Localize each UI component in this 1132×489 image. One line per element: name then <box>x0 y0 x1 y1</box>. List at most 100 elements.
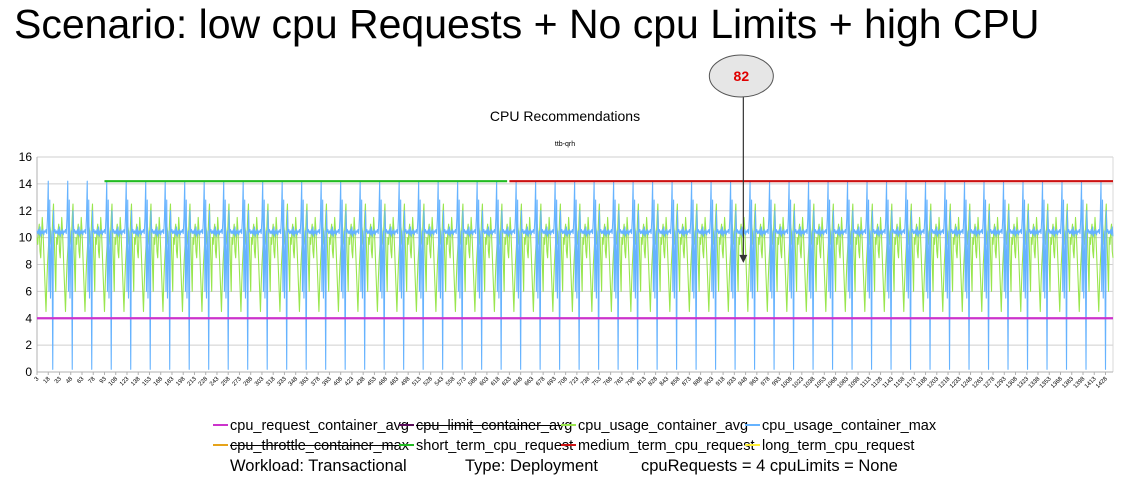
x-tick-label: 303 <box>254 376 266 388</box>
x-tick-label: 843 <box>659 376 671 388</box>
x-tick-label: 573 <box>456 376 468 388</box>
legend-swatch <box>745 424 760 427</box>
legend-swatch <box>399 424 414 427</box>
x-tick-label: 678 <box>535 376 547 388</box>
callout-bubble <box>708 54 774 98</box>
x-tick-label: 978 <box>760 376 772 388</box>
x-tick-label: 1173 <box>904 376 918 390</box>
x-tick-label: 288 <box>243 376 255 388</box>
y-tick-label: 0 <box>25 365 32 379</box>
x-tick-label: 558 <box>445 376 457 388</box>
y-tick-label: 6 <box>25 284 32 298</box>
y-tick-label: 16 <box>19 150 33 164</box>
series-layer <box>36 180 1114 370</box>
x-tick-label: 648 <box>513 376 525 388</box>
x-tick-label: 78 <box>88 376 97 385</box>
legend-label: cpu_usage_container_avg <box>578 418 749 434</box>
x-tick-label: 513 <box>412 376 424 388</box>
x-tick-label: 333 <box>277 376 289 388</box>
x-tick-label: 588 <box>468 376 480 388</box>
legend-label: long_term_cpu_request <box>762 438 915 454</box>
y-tick-label: 4 <box>25 311 32 325</box>
chart-subtitle: ttb-qrh <box>555 141 575 148</box>
x-tick-label: 1098 <box>848 376 862 390</box>
callout-arrow-head <box>739 254 748 263</box>
x-tick-label: 1143 <box>882 376 896 390</box>
x-tick-label: 138 <box>130 376 142 388</box>
x-tick-label: 93 <box>99 376 108 385</box>
x-tick-label: 18 <box>43 376 52 385</box>
legend-label: short_term_cpu_request <box>416 438 574 454</box>
x-tick-label: 318 <box>265 376 277 388</box>
x-tick-label: 438 <box>355 376 367 388</box>
x-tick-label: 828 <box>648 376 660 388</box>
x-tick-label: 948 <box>738 376 750 388</box>
legend-item: cpu_request_container_avg <box>213 416 409 436</box>
y-axis-ticks: 0 2 4 6 8 10 12 14 16 <box>19 150 33 379</box>
x-tick-label: 213 <box>187 376 199 388</box>
legend-label: cpu_throttle_container_max <box>230 438 409 454</box>
x-tick-label: 663 <box>524 376 536 388</box>
annotation-callout: 82 <box>708 54 774 263</box>
x-tick-label: 783 <box>614 376 626 388</box>
footer-params: cpuRequests = 4 cpuLimits = None <box>641 457 898 475</box>
series-line-cpu_usage_container_max <box>36 180 1114 370</box>
x-tick-label: 723 <box>569 376 581 388</box>
slide-title: Scenario: low cpu Requests + No cpu Limi… <box>14 1 1040 47</box>
x-tick-label: 858 <box>670 376 682 388</box>
legend-label: medium_term_cpu_request <box>578 438 755 454</box>
x-tick-label: 468 <box>378 376 390 388</box>
x-tick-label: 228 <box>198 376 210 388</box>
x-tick-label: 378 <box>310 376 322 388</box>
x-tick-label: 423 <box>344 376 356 388</box>
x-tick-label: 993 <box>771 376 783 388</box>
x-tick-label: 1428 <box>1095 376 1109 390</box>
x-tick-label: 408 <box>333 376 345 388</box>
x-tick-label: 363 <box>299 376 311 388</box>
x-tick-label: 768 <box>603 376 615 388</box>
x-tick-label: 498 <box>400 376 412 388</box>
legend-swatch <box>399 444 414 447</box>
x-tick-label: 183 <box>164 376 176 388</box>
legend-label: cpu_limit_container_avg <box>416 418 573 434</box>
x-tick-label: 48 <box>65 376 74 385</box>
x-tick-label: 108 <box>108 376 120 388</box>
x-tick-label: 1158 <box>893 376 907 390</box>
x-axis-ticks: 3 18 33 48 63 78 93 108 123 138 153 168 183 198 213 228… <box>34 372 1109 390</box>
x-tick-label: 3 <box>34 376 41 383</box>
y-tick-label: 14 <box>19 177 33 191</box>
legend-swatch <box>561 424 576 427</box>
x-tick-label: 888 <box>693 376 705 388</box>
x-tick-label: 753 <box>591 376 603 388</box>
x-tick-label: 813 <box>636 376 648 388</box>
legend-swatch <box>213 424 228 427</box>
footer-type: Type: Deployment <box>465 457 598 475</box>
footer-workload: Workload: Transactional <box>230 457 407 475</box>
y-tick-label: 10 <box>19 231 33 245</box>
x-tick-label: 258 <box>220 376 232 388</box>
x-tick-label: 393 <box>322 376 334 388</box>
chart-title: CPU Recommendations <box>490 108 640 124</box>
callout-label: 82 <box>734 68 750 84</box>
x-tick-label: 543 <box>434 376 446 388</box>
legend-label: cpu_request_container_avg <box>230 418 409 434</box>
y-tick-label: 12 <box>19 204 33 218</box>
x-tick-label: 483 <box>389 376 401 388</box>
y-tick-label: 2 <box>25 338 32 352</box>
x-tick-label: 603 <box>479 376 491 388</box>
y-tick-label: 8 <box>25 258 32 272</box>
x-tick-label: 348 <box>288 376 300 388</box>
legend-item: short_term_cpu_request <box>399 436 573 456</box>
x-tick-label: 1128 <box>871 376 885 390</box>
x-tick-label: 708 <box>558 376 570 388</box>
x-tick-label: 153 <box>142 376 154 388</box>
x-tick-label: 243 <box>209 376 221 388</box>
legend-item: medium_term_cpu_request <box>561 436 755 456</box>
x-tick-label: 918 <box>715 376 727 388</box>
x-tick-label: 273 <box>232 376 244 388</box>
legend-item: long_term_cpu_request <box>745 436 914 456</box>
legend-item: cpu_usage_container_avg <box>561 416 748 436</box>
x-tick-label: 693 <box>546 376 558 388</box>
legend-item: cpu_limit_container_avg <box>399 416 572 436</box>
